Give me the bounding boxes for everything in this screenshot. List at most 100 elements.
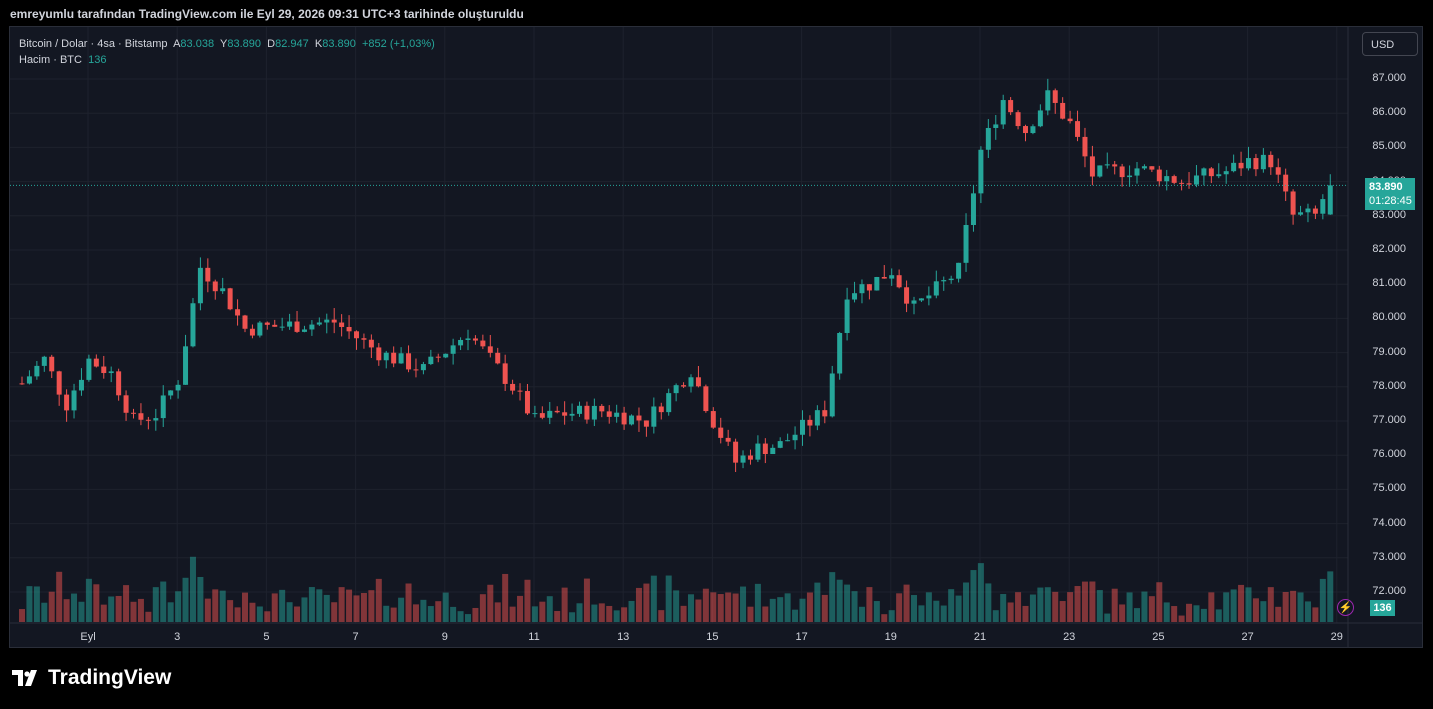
candle-body — [361, 338, 367, 340]
chart-panel[interactable]: Bitcoin / Dolar · 4sa · Bitstamp A83.038… — [9, 26, 1423, 648]
volume-bar — [41, 602, 48, 622]
candle-body — [1000, 100, 1006, 125]
candle-body — [49, 356, 55, 372]
volume-bar — [903, 584, 910, 622]
volume-bar — [1186, 603, 1193, 622]
candle-body — [926, 295, 932, 299]
volume-bar — [256, 606, 263, 622]
candle-body — [852, 293, 858, 300]
volume-bar — [680, 605, 687, 622]
volume-bar — [1238, 584, 1245, 622]
price-tick-label: 73.000 — [1372, 550, 1406, 563]
candle-body — [1082, 136, 1088, 157]
volume-bar — [888, 610, 895, 622]
candle-body — [517, 390, 523, 392]
price-tick-label: 82.000 — [1372, 243, 1406, 255]
volume-bar — [1081, 581, 1088, 622]
volume-bar — [784, 593, 791, 622]
volume-bar — [1327, 571, 1334, 622]
candle-body — [1179, 182, 1185, 184]
candle-body — [896, 275, 902, 288]
candle-body — [495, 352, 501, 364]
candle-body — [1260, 154, 1266, 170]
candle-body — [145, 419, 151, 421]
bar-countdown: 01:28:45 — [1369, 195, 1412, 207]
candle-body — [41, 356, 47, 366]
volume-bar — [762, 606, 769, 622]
price-tick-label: 81.000 — [1372, 277, 1406, 290]
time-tick-label: 25 — [1152, 631, 1165, 643]
lightning-icon[interactable]: ⚡ — [1337, 599, 1354, 616]
candle-body — [1134, 168, 1140, 176]
volume-bar — [754, 583, 761, 622]
volume-bar — [925, 592, 932, 622]
candle-body — [889, 275, 895, 279]
candle-body — [1045, 90, 1051, 111]
volume-bar — [985, 583, 992, 622]
volume-bar — [279, 589, 286, 622]
volume-label[interactable]: Hacim · BTC — [19, 54, 82, 66]
tradingview-logo-icon — [12, 668, 42, 688]
candle-body — [64, 394, 70, 411]
volume-bar — [539, 601, 546, 622]
volume-bar — [1029, 594, 1036, 622]
candle-body — [1231, 162, 1237, 172]
volume-bar — [1119, 604, 1126, 622]
volume-bar — [911, 595, 917, 622]
high-label: Y — [220, 38, 228, 50]
volume-bar — [1223, 592, 1230, 622]
volume-bar — [316, 589, 323, 622]
candle-body — [673, 385, 679, 394]
currency-button[interactable]: USD — [1362, 32, 1418, 56]
candle-body — [1008, 100, 1014, 113]
time-tick-label: Eyl — [80, 631, 96, 643]
candlestick-chart[interactable] — [10, 27, 1422, 647]
volume-bar — [1304, 601, 1311, 622]
candle-body — [1037, 110, 1043, 127]
volume-bar — [1267, 587, 1274, 622]
volume-bar — [799, 598, 806, 622]
volume-bar — [71, 593, 78, 622]
volume-bar — [814, 582, 821, 622]
volume-bar — [524, 579, 531, 622]
candle-body — [1253, 158, 1259, 170]
volume-bar — [1148, 596, 1155, 622]
candle-body — [1089, 156, 1095, 177]
symbol-name[interactable]: Bitcoin / Dolar · 4sa · Bitstamp — [19, 38, 168, 50]
change-value: +852 (+1,03%) — [361, 38, 435, 50]
price-tick-label: 76.000 — [1372, 448, 1406, 461]
candle-body — [970, 193, 976, 225]
candle-body — [1312, 208, 1318, 214]
candle-body — [34, 365, 40, 377]
candle-body — [584, 405, 590, 420]
candle-body — [606, 411, 612, 417]
candle-body — [1127, 175, 1133, 178]
volume-bar — [1074, 586, 1081, 622]
volume-bar — [873, 601, 880, 622]
candle-body — [800, 419, 805, 435]
candle-body — [718, 427, 724, 438]
time-tick-label: 11 — [528, 631, 540, 643]
brand-footer[interactable]: TradingView — [12, 666, 171, 690]
candle-body — [569, 413, 575, 416]
volume-bar — [844, 584, 851, 622]
volume-bar — [78, 601, 85, 622]
candle-body — [324, 319, 330, 323]
volume-bar — [829, 572, 836, 622]
volume-bar — [494, 602, 501, 622]
candle-body — [807, 419, 813, 426]
volume-bar — [1067, 592, 1074, 622]
candle-body — [420, 364, 426, 371]
volume-bar — [725, 592, 732, 622]
volume-bar — [212, 589, 219, 622]
time-tick-label: 15 — [706, 631, 719, 643]
volume-bar — [896, 593, 903, 622]
candle-body — [874, 276, 880, 291]
candle-body — [160, 395, 166, 419]
volume-bar — [509, 606, 516, 622]
volume-bar — [1319, 578, 1326, 622]
candle-body — [1216, 174, 1222, 177]
candle-body — [197, 267, 203, 304]
volume-bar — [368, 590, 375, 622]
candle-body — [532, 413, 538, 415]
